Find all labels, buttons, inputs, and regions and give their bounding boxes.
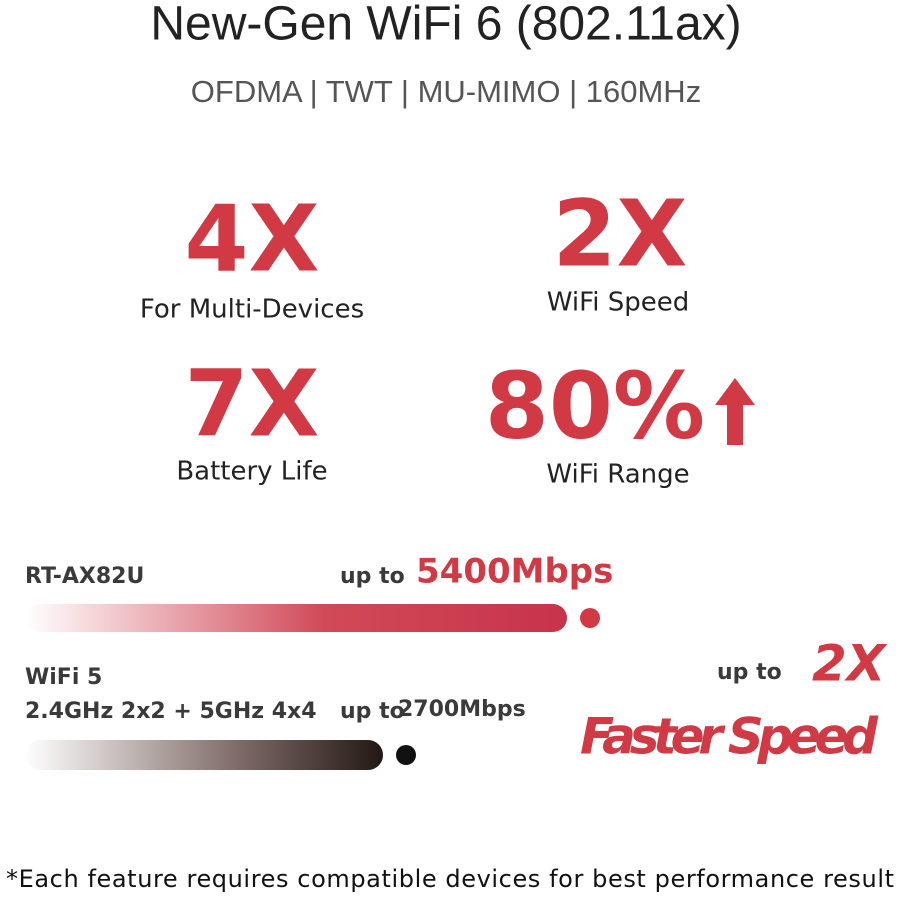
stat-value: 7X bbox=[185, 350, 320, 457]
speed-bar bbox=[25, 604, 567, 632]
result-label: Faster Speed bbox=[580, 708, 879, 766]
result-value: 2X bbox=[812, 635, 888, 693]
stat-value: 80% bbox=[485, 352, 705, 459]
bar-dot bbox=[580, 608, 600, 628]
stat-label: WiFi Speed bbox=[547, 288, 689, 318]
up-arrow-icon bbox=[715, 378, 755, 445]
subtitle: OFDMA | TWT | MU-MIMO | 160MHz bbox=[191, 74, 701, 109]
speed-value: 2700Mbps bbox=[398, 697, 526, 722]
title: New-Gen WiFi 6 (802.11ax) bbox=[150, 0, 741, 51]
stat-label: Battery Life bbox=[176, 457, 327, 487]
speed-value: 5400Mbps bbox=[416, 552, 613, 592]
speed-prefix: up to bbox=[340, 564, 405, 589]
result-prefix: up to bbox=[717, 660, 782, 685]
speed-prefix: up to bbox=[340, 699, 405, 724]
speed-bar bbox=[25, 740, 383, 770]
footnote: *Each feature requires compatible device… bbox=[6, 865, 894, 893]
baseline-detail: 2.4GHz 2x2 + 5GHz 4x4 bbox=[25, 699, 317, 724]
baseline-name: WiFi 5 bbox=[25, 665, 102, 690]
bar-dot bbox=[396, 745, 416, 765]
stat-value: 4X bbox=[185, 185, 320, 292]
product-name: RT-AX82U bbox=[25, 564, 144, 589]
stat-label: For Multi-Devices bbox=[140, 295, 364, 325]
stat-label: WiFi Range bbox=[546, 460, 689, 490]
stat-value: 2X bbox=[553, 180, 688, 287]
